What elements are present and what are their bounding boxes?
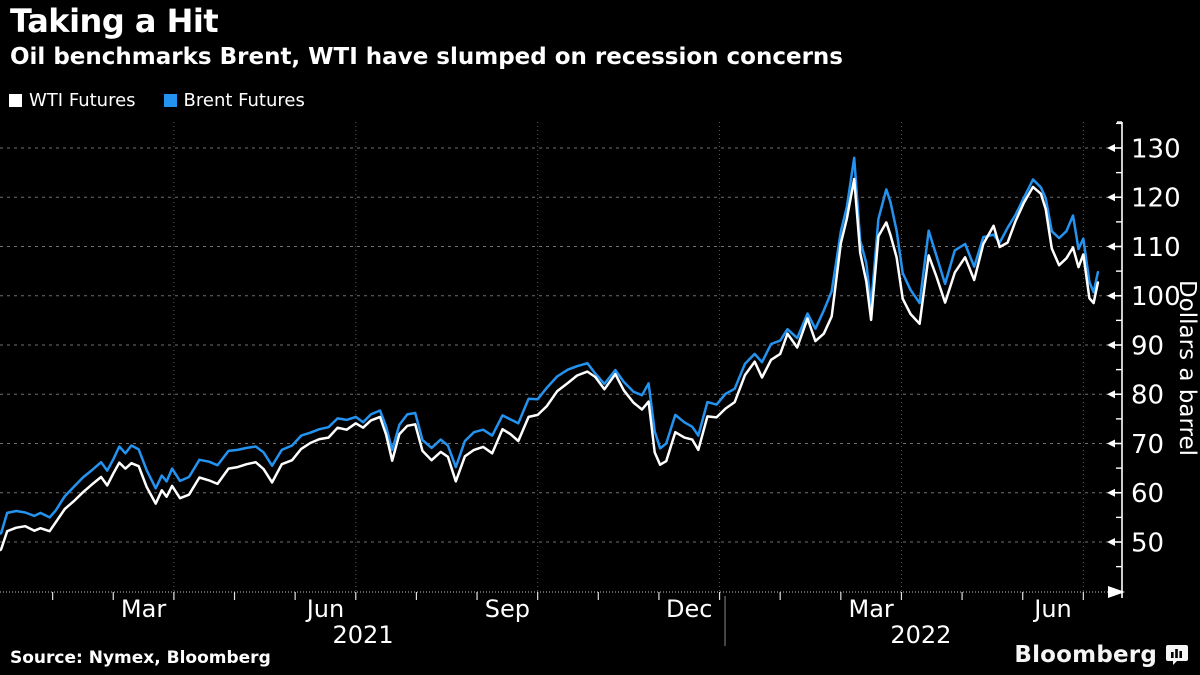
y-tick-label: 90 (1131, 331, 1164, 361)
year-label: 2022 (890, 621, 951, 649)
legend-label-brent: Brent Futures (183, 90, 305, 111)
legend-label-wti: WTI Futures (29, 90, 136, 111)
bloomberg-wordmark: Bloomberg (1014, 642, 1157, 668)
y-tick-label: 60 (1131, 479, 1164, 509)
x-month-label: Jun (305, 595, 345, 623)
y-axis-title: Dollars a barrel (1174, 280, 1200, 456)
legend: WTI Futures Brent Futures (9, 90, 305, 111)
wti-swatch-icon (9, 94, 22, 107)
y-tick-label: 80 (1131, 381, 1164, 411)
legend-item-wti: WTI Futures (9, 90, 136, 111)
y-tick-arrow (1107, 144, 1115, 152)
y-tick-arrow (1107, 341, 1115, 349)
y-tick-label: 70 (1131, 430, 1164, 460)
y-tick-arrow (1107, 390, 1115, 399)
x-month-label: Mar (121, 595, 166, 623)
y-tick-arrow (1107, 193, 1115, 202)
y-tick-label: 110 (1131, 233, 1181, 263)
y-tick-label: 130 (1131, 134, 1181, 164)
brent-futures-line (0, 156, 1100, 536)
y-tick-arrow (1107, 439, 1115, 448)
x-month-label: Dec (666, 595, 712, 623)
year-label: 2021 (333, 621, 394, 649)
source-note: Source: Nymex, Bloomberg (10, 648, 271, 668)
brent-swatch-icon (163, 94, 177, 107)
y-tick-arrow (1107, 488, 1115, 497)
y-tick-arrow (1107, 242, 1115, 251)
x-axis-arrow (1108, 586, 1125, 598)
bloomberg-chart-icon (1166, 645, 1188, 665)
y-tick-arrow (1107, 291, 1115, 300)
x-month-label: Sep (485, 595, 530, 623)
x-month-label: Jun (1032, 595, 1072, 623)
bloomberg-logo: Bloomberg (1014, 642, 1188, 668)
y-tick-label: 120 (1131, 184, 1181, 214)
page-title: Taking a Hit (10, 2, 219, 40)
x-month-label: Mar (848, 595, 893, 623)
page-subtitle: Oil benchmarks Brent, WTI have slumped o… (10, 44, 843, 70)
wti-futures-line (0, 177, 1100, 552)
y-tick-label: 100 (1131, 282, 1181, 312)
y-tick-label: 50 (1131, 528, 1164, 558)
legend-item-brent: Brent Futures (163, 90, 305, 111)
y-tick-arrow (1107, 538, 1115, 546)
